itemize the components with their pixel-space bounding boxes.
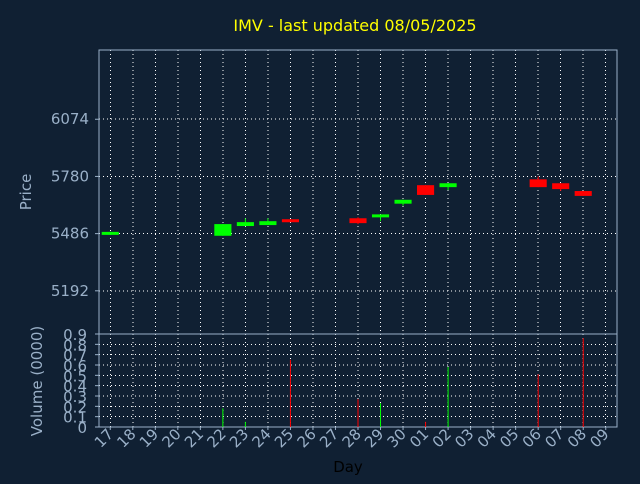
candle-body — [214, 224, 232, 236]
candle-body — [371, 214, 390, 218]
volume-axis-label: Volume (0000) — [28, 326, 46, 436]
volume-tick-label: 0.5 — [63, 367, 87, 385]
volume-tick-label: 0.6 — [63, 357, 87, 375]
candle-body — [439, 183, 457, 188]
candle-body — [281, 219, 299, 223]
volume-tick-label: 0.8 — [63, 336, 87, 354]
candle-body — [236, 222, 254, 227]
candle-body — [417, 185, 435, 195]
candle-body — [529, 179, 547, 188]
price-tick-label: 5780 — [51, 167, 89, 185]
price-axis-label: Price — [17, 174, 35, 211]
volume-tick-label: 0.4 — [63, 378, 87, 396]
candle-body — [574, 191, 592, 196]
candle-body — [552, 183, 570, 190]
volume-tick-label: 0.3 — [63, 388, 87, 406]
volume-tick-label: 0.9 — [63, 326, 87, 344]
candle-body — [349, 218, 367, 224]
volume-tick-label: 0 — [77, 419, 87, 437]
candle-body — [259, 221, 277, 226]
price-tick-label: 6074 — [51, 110, 89, 128]
price-panel-frame — [98, 49, 618, 335]
volume-tick-label: 0.1 — [63, 409, 87, 427]
day-tick-label: 09 — [586, 425, 612, 451]
day-axis-label: Day — [333, 458, 363, 476]
price-tick-label: 5486 — [51, 225, 89, 243]
chart-title: IMV - last updated 08/05/2025 — [233, 16, 476, 35]
candle-body — [101, 231, 119, 235]
price-tick-label: 5192 — [51, 282, 89, 300]
volume-tick-label: 0.2 — [63, 398, 87, 416]
volume-tick-label: 0.7 — [63, 347, 87, 365]
candle-body — [394, 199, 412, 204]
